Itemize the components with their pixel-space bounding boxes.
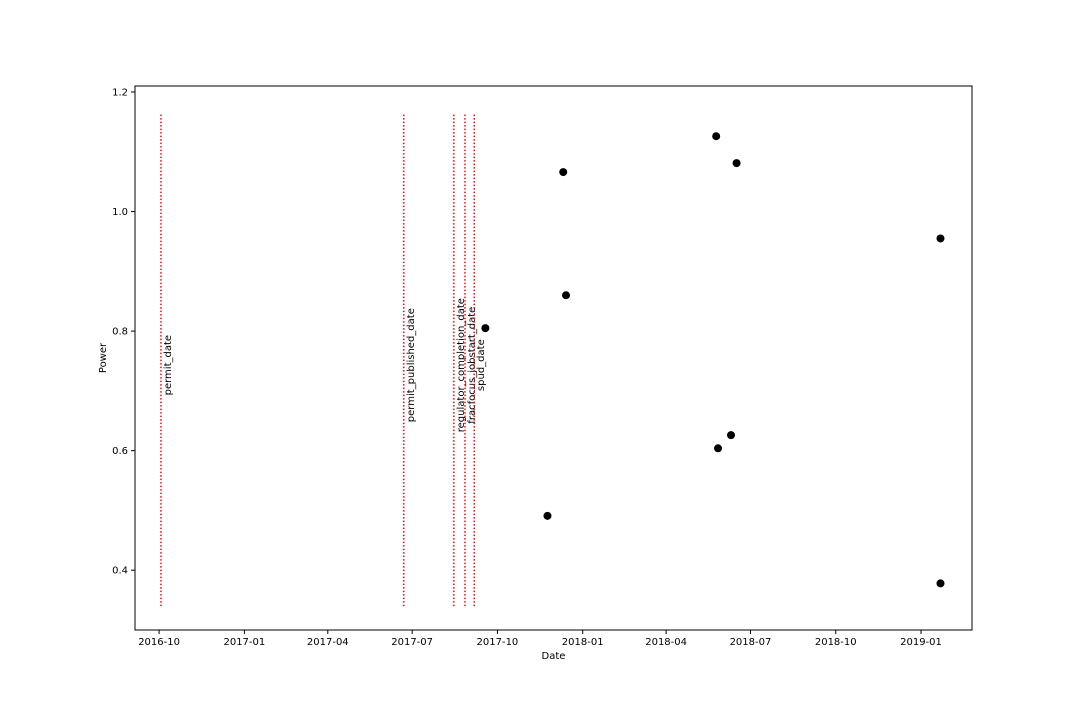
points-layer bbox=[481, 132, 945, 588]
data-point-5 bbox=[712, 132, 721, 141]
vline-label-2: permit_published_date bbox=[406, 308, 417, 422]
data-point-9 bbox=[936, 234, 945, 243]
x-tick-label: 2018-10 bbox=[815, 637, 857, 648]
plot-area bbox=[134, 85, 973, 631]
x-tick-label: 2016-10 bbox=[138, 637, 180, 648]
x-axis-title: Date bbox=[542, 651, 566, 662]
data-point-10 bbox=[936, 579, 945, 588]
x-tick-label: 2017-10 bbox=[477, 637, 519, 648]
x-tick-label: 2017-07 bbox=[391, 637, 433, 648]
x-tick-label: 2018-01 bbox=[562, 637, 604, 648]
y-tick-label: 1.2 bbox=[112, 87, 128, 98]
x-tick-label: 2018-04 bbox=[645, 637, 687, 648]
x-tick-label: 2018-07 bbox=[730, 637, 772, 648]
data-point-4 bbox=[562, 291, 571, 300]
data-point-6 bbox=[714, 444, 723, 453]
data-point-1 bbox=[481, 324, 490, 333]
x-tick-label: 2017-04 bbox=[307, 637, 349, 648]
x-axis: 2016-10 2017-01 2017-04 2017-07 2017-10 2018-… bbox=[138, 630, 942, 648]
data-point-8 bbox=[732, 159, 741, 168]
data-point-2 bbox=[543, 511, 552, 520]
y-tick-label: 0.4 bbox=[112, 566, 128, 577]
y-axis-title: Power bbox=[98, 342, 109, 373]
x-tick-label: 2019-01 bbox=[900, 637, 942, 648]
y-tick-label: 1.0 bbox=[112, 207, 128, 218]
y-tick-label: 0.8 bbox=[112, 327, 128, 338]
data-point-7 bbox=[727, 431, 736, 440]
data-point-3 bbox=[559, 168, 568, 177]
vline-label-3: regulator_completion_date bbox=[456, 298, 467, 432]
vlines-layer: permit_date permit_published_date regulato… bbox=[160, 112, 487, 607]
vline-label-5: spud_date bbox=[476, 339, 487, 391]
y-tick-label: 0.6 bbox=[112, 446, 128, 457]
y-axis: 0.4 0.6 0.8 1.0 1.2 bbox=[112, 87, 135, 577]
vline-label-4: fracfocus_jobstart_date bbox=[467, 307, 478, 424]
vline-label-1: permit_date bbox=[163, 335, 174, 395]
x-tick-label: 2017-01 bbox=[223, 637, 265, 648]
